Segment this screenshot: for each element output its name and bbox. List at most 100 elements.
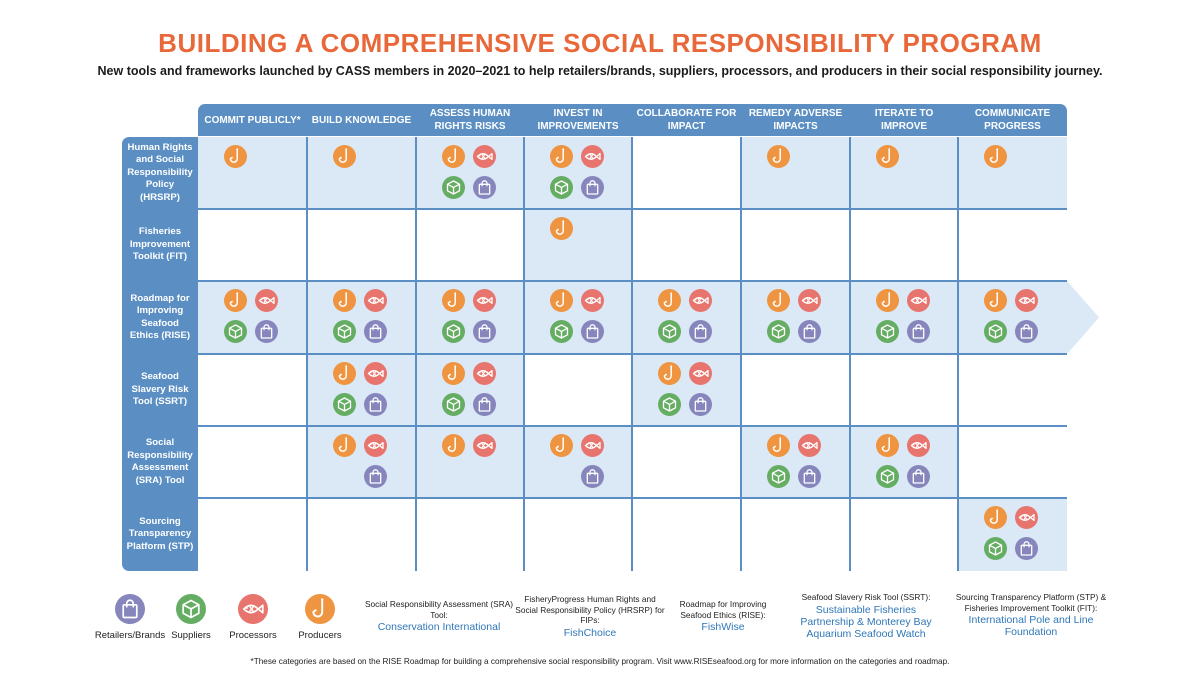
column-header-assess-human-rights-risks: ASSESS HUMAN RIGHTS RISKS <box>429 108 511 132</box>
matrix-cell <box>416 137 524 209</box>
matrix-cell <box>416 426 524 498</box>
matrix-cell <box>416 354 524 426</box>
row-header-sourcing-transparency-platform: Sourcing Transparency Platform (STP) <box>126 515 194 552</box>
supplier-icon <box>550 320 573 343</box>
processor-icon <box>798 434 821 457</box>
retailer-icon <box>798 320 821 343</box>
supplier-icon <box>876 465 899 488</box>
producer-icon <box>550 217 573 240</box>
matrix-cell <box>198 209 307 281</box>
legend-label: Retailers/Brands <box>94 630 166 641</box>
producer-icon <box>550 145 573 168</box>
matrix-cell <box>198 498 307 571</box>
source-organization: FishWise <box>701 621 745 633</box>
producer-icon <box>658 362 681 385</box>
source-organization: Conservation International <box>377 621 501 633</box>
matrix-cell <box>524 354 632 426</box>
producer-icon <box>984 506 1007 529</box>
matrix-cell <box>850 354 958 426</box>
matrix-cell <box>850 426 958 498</box>
supplier-icon <box>658 393 681 416</box>
producer-icon <box>224 289 247 312</box>
source-description: Social Responsibility Assessment (SRA) T… <box>364 599 513 620</box>
matrix-cell <box>958 137 1067 209</box>
matrix-cell <box>524 209 632 281</box>
source-organization: FishChoice <box>563 627 617 639</box>
processor-icon <box>364 434 387 457</box>
supplier-icon <box>984 320 1007 343</box>
row-header-social-responsibility-assessment-tool: Social Responsibility Assessment (SRA) T… <box>127 437 193 486</box>
supplier-icon <box>442 320 465 343</box>
matrix-cell <box>524 137 632 209</box>
retailer-icon <box>1015 537 1038 560</box>
processor-icon <box>1015 506 1038 529</box>
producer-icon <box>984 145 1007 168</box>
column-header-collaborate-for-impact: COLLABORATE FOR IMPACT <box>636 108 737 132</box>
column-header-bar <box>198 104 1067 136</box>
retailer-icon <box>1015 320 1038 343</box>
matrix-cell <box>307 426 416 498</box>
producer-icon <box>442 362 465 385</box>
matrix-cell <box>198 281 307 354</box>
matrix-cell <box>741 354 850 426</box>
matrix-cell <box>632 426 741 498</box>
processor-icon <box>798 289 821 312</box>
legend-supplier-icon <box>176 594 206 624</box>
matrix-cell <box>524 281 632 354</box>
processor-icon <box>473 289 496 312</box>
source-description: FisheryProgress Human Rights and Social … <box>515 594 665 625</box>
matrix-cell <box>850 209 958 281</box>
column-header-build-knowledge: BUILD KNOWLEDGE <box>311 114 412 126</box>
source-description: Sourcing Transparency Platform (STP) & F… <box>955 592 1107 613</box>
processor-icon <box>364 289 387 312</box>
producer-icon <box>550 434 573 457</box>
matrix-cell <box>198 137 307 209</box>
retailer-icon <box>473 320 496 343</box>
processor-icon <box>907 289 930 312</box>
processor-icon <box>581 289 604 312</box>
matrix-cell <box>307 354 416 426</box>
producer-icon <box>550 289 573 312</box>
matrix-cell <box>850 137 958 209</box>
matrix-cell <box>958 209 1067 281</box>
matrix-cell <box>198 426 307 498</box>
producer-icon <box>876 145 899 168</box>
legend-producer-icon <box>305 594 335 624</box>
matrix-cell <box>307 281 416 354</box>
matrix-cell <box>416 281 524 354</box>
legend-label: Producers <box>298 630 342 641</box>
producer-icon <box>442 289 465 312</box>
matrix-cell <box>416 498 524 571</box>
retailer-icon <box>364 465 387 488</box>
row-header-human-rights-and-social-responsibility-policy: Human Rights and Social Responsibility P… <box>127 141 193 203</box>
supplier-icon <box>550 176 573 199</box>
grid-divider <box>122 425 1067 427</box>
grid-divider <box>122 353 1067 355</box>
producer-icon <box>876 434 899 457</box>
retailer-icon <box>364 320 387 343</box>
producer-icon <box>224 145 247 168</box>
legend-label: Processors <box>229 630 277 641</box>
producer-icon <box>333 145 356 168</box>
legend-processor-icon <box>238 594 268 624</box>
matrix-cell <box>741 426 850 498</box>
retailer-icon <box>581 465 604 488</box>
column-header-commit-publicly: COMMIT PUBLICLY* <box>204 114 301 126</box>
processor-icon <box>581 434 604 457</box>
page-title: BUILDING A COMPREHENSIVE SOCIAL RESPONSI… <box>158 28 1042 58</box>
producer-icon <box>767 289 790 312</box>
matrix-cell <box>307 137 416 209</box>
page-subtitle: New tools and frameworks launched by CAS… <box>97 64 1103 78</box>
producer-icon <box>658 289 681 312</box>
rise-arrow-shape <box>1067 281 1099 354</box>
matrix-cell <box>524 498 632 571</box>
column-header-remedy-adverse-impacts: REMEDY ADVERSE IMPACTS <box>748 108 843 132</box>
matrix-cell <box>198 354 307 426</box>
processor-icon <box>907 434 930 457</box>
processor-icon <box>689 289 712 312</box>
column-header-communicate-progress: COMMUNICATE PROGRESS <box>974 108 1051 132</box>
retailer-icon <box>255 320 278 343</box>
matrix-cell <box>958 281 1067 354</box>
retailer-icon <box>364 393 387 416</box>
